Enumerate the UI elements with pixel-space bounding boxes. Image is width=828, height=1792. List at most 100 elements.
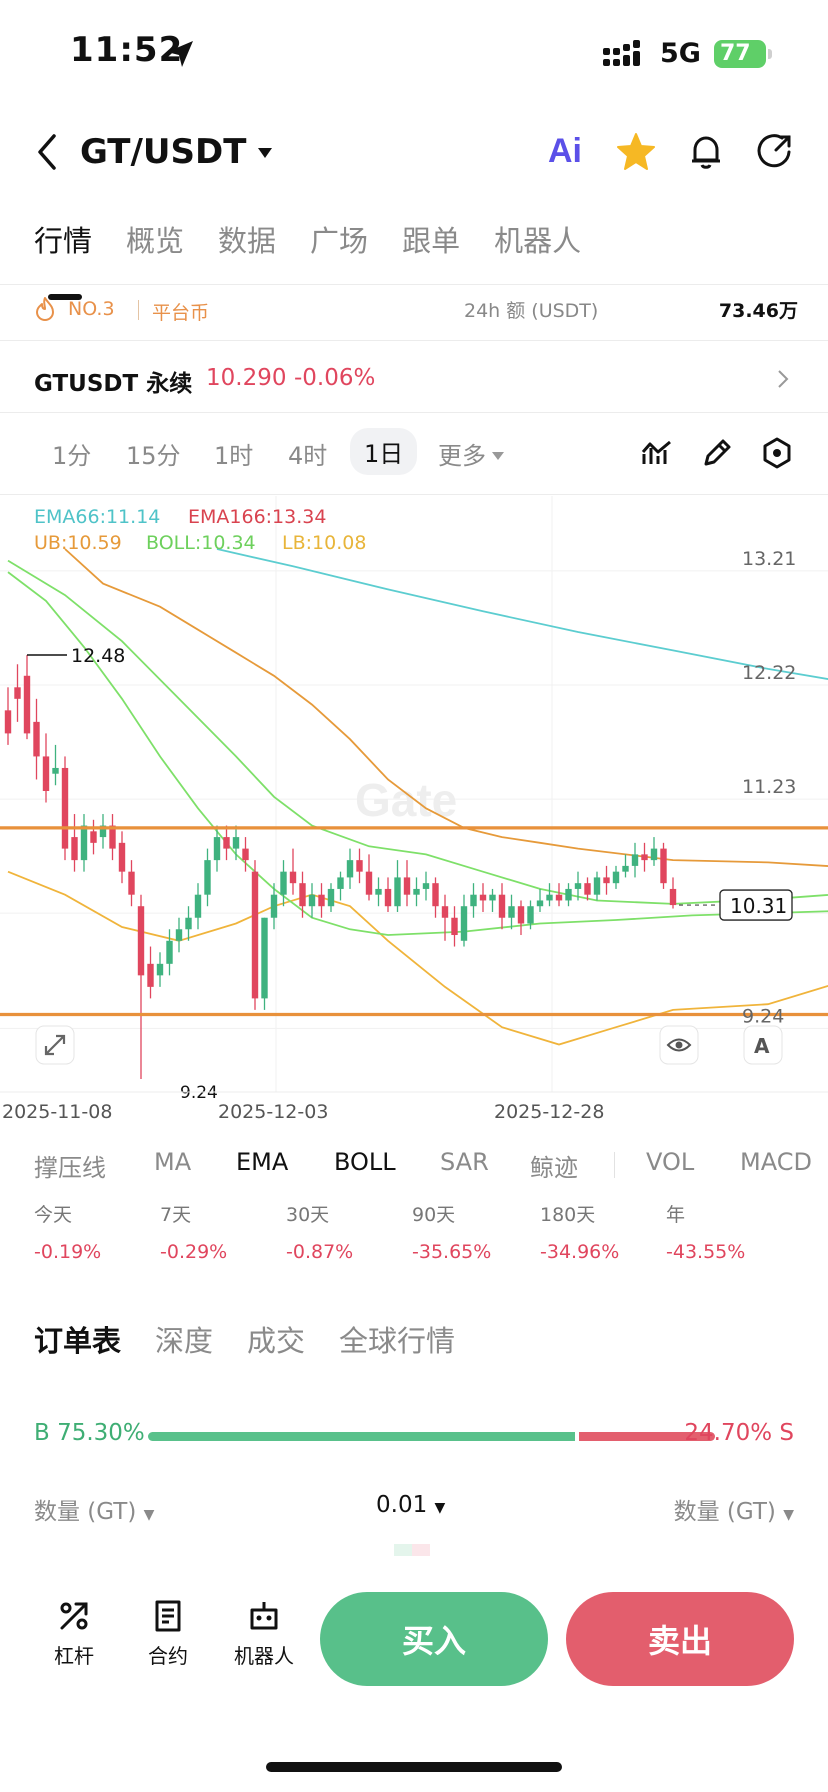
eye-pupil — [675, 1041, 683, 1049]
perf-item: 90天 -35.65% — [412, 1200, 491, 1263]
contract-button[interactable]: 合约 — [128, 1598, 208, 1669]
tab-robot[interactable]: 机器人 — [494, 224, 582, 258]
legend-boll: BOLL:10.34 — [146, 532, 256, 554]
tab-data[interactable]: 数据 — [218, 224, 277, 258]
candle-body — [33, 721, 40, 757]
price-chart[interactable]: Gate 12.48 9.24 13.21 12.22 11.23 9.24 10.31 202… — [0, 496, 828, 1126]
caret-down-icon: ▼ — [143, 1507, 155, 1523]
precision-selector[interactable]: 0.01 ▼ — [376, 1492, 445, 1518]
buy-button[interactable]: 买入 — [320, 1592, 548, 1686]
bottom-action-bar: 杠杆 合约 机器人 买入 卖出 — [0, 1580, 828, 1700]
tab-order-book[interactable]: 订单表 — [34, 1324, 122, 1358]
candle-body — [584, 883, 591, 895]
candle-body — [80, 825, 88, 861]
candle-body — [603, 877, 610, 884]
draw-pencil-icon[interactable] — [700, 436, 734, 470]
legend-ema66: EMA66:11.14 — [34, 506, 161, 528]
settings-hexagon-icon[interactable] — [760, 436, 794, 470]
robot-label: 机器人 — [234, 1644, 294, 1668]
interval-1d[interactable]: 1日 — [350, 428, 418, 475]
sell-button[interactable]: 卖出 — [566, 1592, 794, 1686]
interval-1m[interactable]: 1分 — [52, 442, 92, 470]
status-bar: 11:52 5G 77 — [0, 0, 828, 100]
candle-body — [346, 860, 354, 878]
candle-body — [413, 888, 420, 895]
indicator-support-resistance[interactable]: 撑压线 — [34, 1154, 106, 1182]
share-icon[interactable] — [752, 130, 796, 174]
robot-button[interactable]: 机器人 — [224, 1598, 304, 1669]
boll-upper-line — [64, 548, 828, 867]
candle-body — [23, 675, 31, 734]
pair-title[interactable]: GT/USDT — [80, 132, 247, 172]
candle-body — [660, 848, 667, 884]
candle-body — [451, 917, 458, 936]
watermark: Gate — [355, 774, 457, 826]
back-arrow-icon[interactable] — [30, 130, 66, 174]
info-separator — [138, 300, 139, 320]
interval-divider — [0, 494, 828, 495]
perf-value: -0.29% — [160, 1241, 228, 1263]
auto-scale-button[interactable] — [743, 1025, 783, 1065]
candle-body — [612, 871, 620, 884]
candle-body — [270, 894, 278, 918]
tab-copy-trade[interactable]: 跟单 — [402, 224, 461, 258]
indicator-ema[interactable]: EMA — [236, 1148, 289, 1176]
candlestick-chart[interactable]: Gate 12.48 9.24 13.21 12.22 11.23 9.24 10.31 202… — [0, 496, 828, 1126]
caret-down-icon[interactable] — [256, 146, 274, 160]
buy-ratio: B 75.30% — [34, 1420, 145, 1446]
bid-quantity-selector[interactable]: 数量 (GT) ▼ — [34, 1492, 154, 1526]
interval-1h[interactable]: 1时 — [214, 442, 254, 470]
precision-value: 0.01 — [376, 1492, 428, 1518]
perf-value: -0.19% — [34, 1241, 102, 1263]
order-book-tabs: 订单表 深度 成交 全球行情 — [34, 1318, 489, 1368]
candle-body — [156, 963, 164, 976]
contract-label: 合约 — [148, 1644, 188, 1668]
tab-square[interactable]: 广场 — [310, 224, 369, 258]
perf-label: 7天 — [160, 1204, 192, 1226]
caret-down-icon[interactable] — [492, 452, 504, 460]
ask-quantity-selector[interactable]: 数量 (GT) ▼ — [674, 1492, 794, 1526]
indicator-tabs: 撑压线 MA EMA BOLL SAR 鲸迹 VOL MACD — [0, 1140, 828, 1190]
boll-lower-line — [7, 870, 828, 1046]
candle-body — [489, 894, 496, 901]
depth-placeholder — [394, 1544, 430, 1556]
indicator-sar[interactable]: SAR — [440, 1148, 489, 1176]
candle-body — [527, 906, 534, 924]
candle-body — [337, 877, 344, 889]
tab-depth[interactable]: 深度 — [155, 1324, 214, 1358]
interval-more[interactable]: 更多 — [438, 442, 486, 470]
candle-body — [175, 929, 183, 941]
boll-mid-line — [7, 559, 828, 905]
candle-body — [479, 894, 487, 901]
bell-icon[interactable] — [684, 130, 728, 174]
tab-overview[interactable]: 概览 — [126, 224, 185, 258]
indicator-ma[interactable]: MA — [154, 1148, 192, 1176]
candle-body — [14, 687, 21, 699]
auto-scale-label: A — [754, 1034, 770, 1058]
candle-body — [470, 894, 477, 907]
star-favorite-icon[interactable] — [614, 130, 658, 174]
indicator-boll[interactable]: BOLL — [334, 1148, 396, 1176]
leverage-button[interactable]: 杠杆 — [34, 1598, 114, 1669]
candle-body — [42, 756, 50, 791]
perpetual-change: -0.06% — [294, 365, 376, 391]
tab-market[interactable]: 行情 — [34, 218, 92, 300]
interval-4h[interactable]: 4时 — [288, 442, 328, 470]
indicator-icon[interactable] — [640, 436, 674, 470]
current-price-label: 10.31 — [730, 894, 787, 918]
indicator-separator — [614, 1152, 615, 1178]
indicator-macd[interactable]: MACD — [740, 1148, 812, 1176]
perf-label: 今天 — [34, 1204, 73, 1226]
tab-trades[interactable]: 成交 — [247, 1324, 306, 1358]
indicator-vol[interactable]: VOL — [646, 1148, 695, 1176]
tab-global-market[interactable]: 全球行情 — [339, 1324, 456, 1358]
ai-assistant-icon[interactable]: Ai — [548, 132, 582, 170]
perpetual-link[interactable]: GTUSDT 永续 10.290 -0.06% — [34, 360, 798, 404]
interval-15m[interactable]: 15分 — [126, 442, 181, 470]
indicator-whale[interactable]: 鲸迹 — [530, 1154, 578, 1182]
candle-body — [251, 871, 259, 999]
candle-body — [299, 883, 306, 907]
caret-down-icon: ▼ — [783, 1507, 794, 1523]
perf-label: 30天 — [286, 1204, 330, 1226]
perf-value: -0.87% — [286, 1241, 354, 1263]
